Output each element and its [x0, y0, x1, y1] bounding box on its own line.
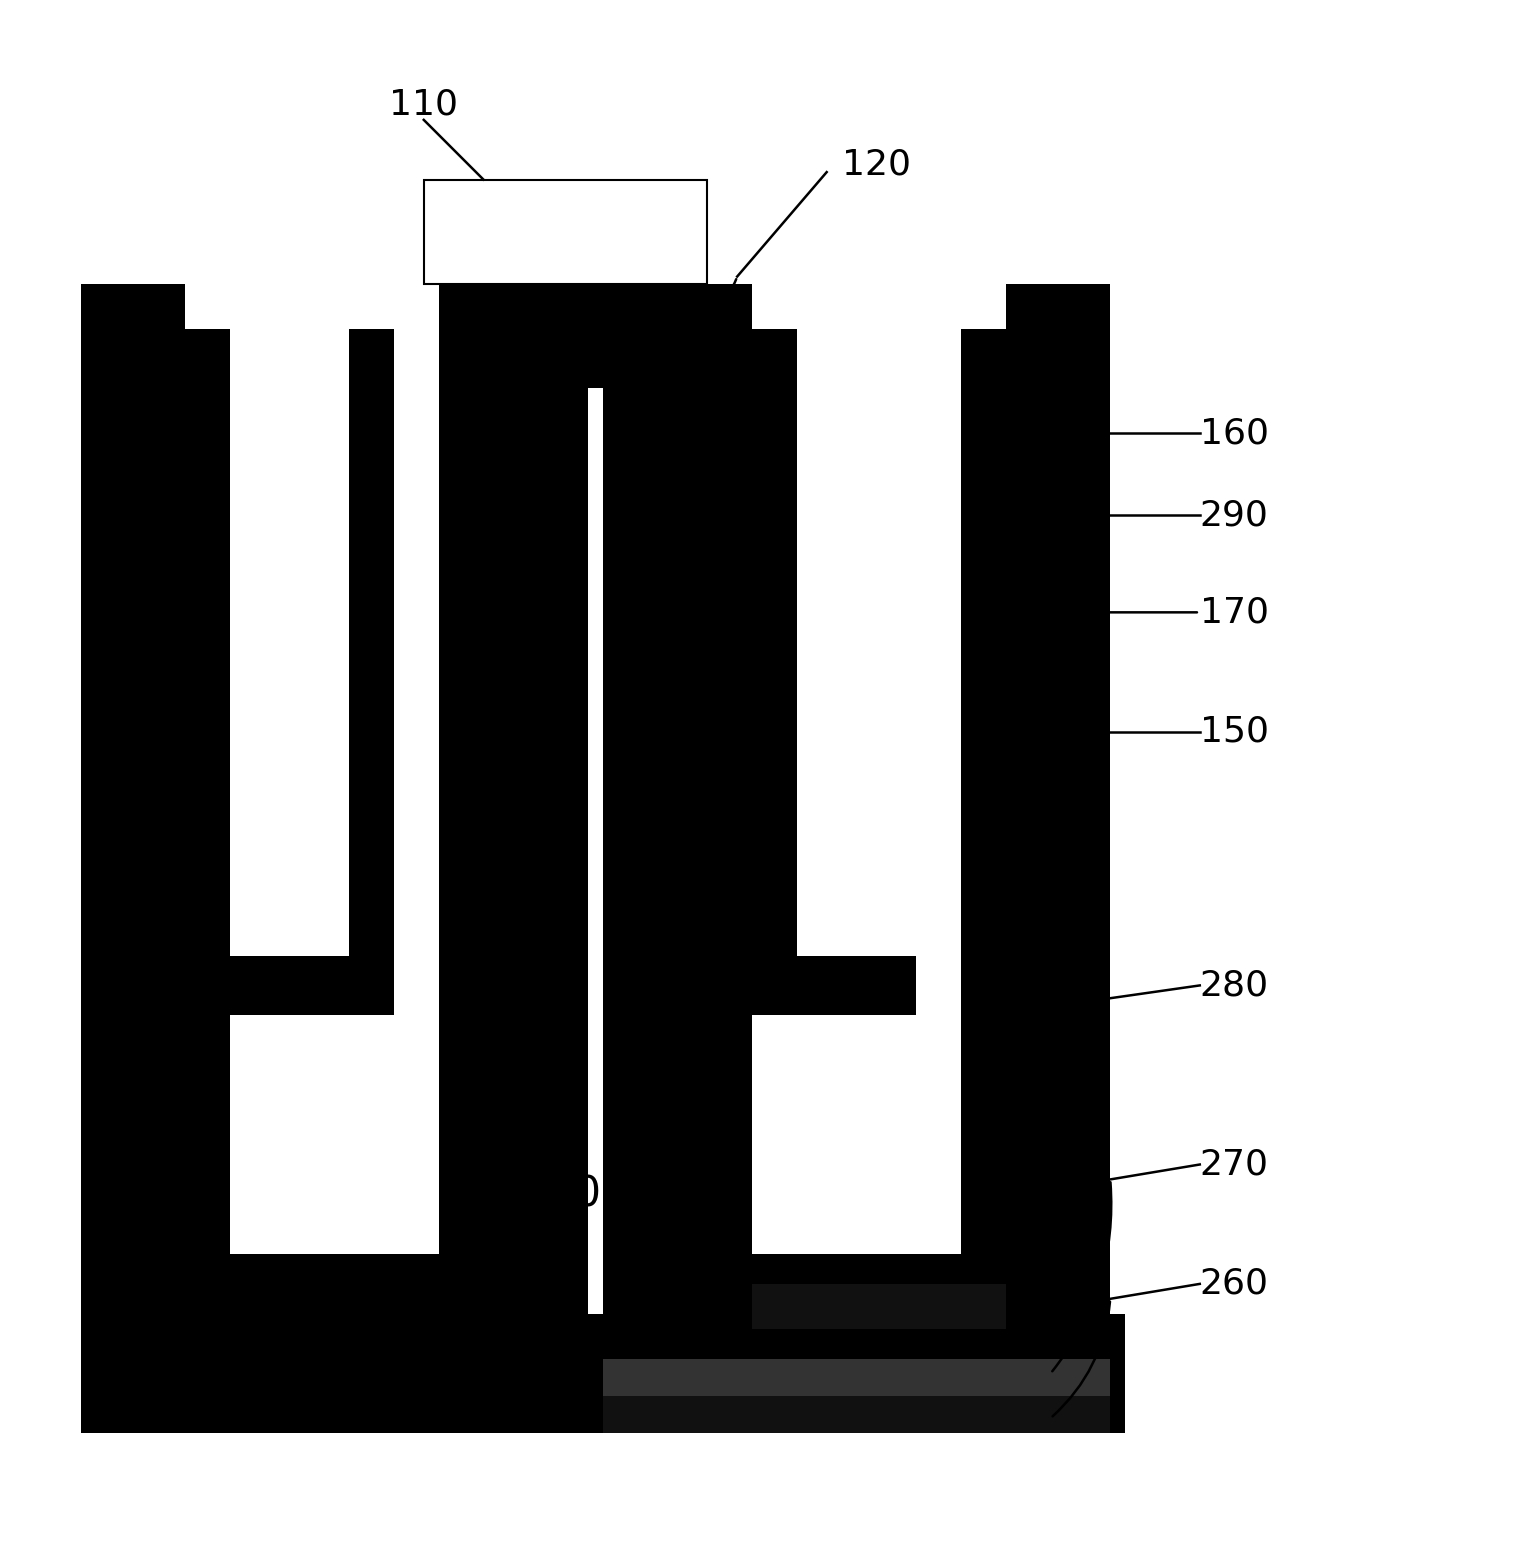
Text: 100: 100 [548, 1174, 627, 1216]
Text: 280: 280 [1200, 969, 1269, 1002]
Text: 260: 260 [1200, 1267, 1269, 1301]
Polygon shape [752, 329, 796, 955]
Text: 270: 270 [1200, 1148, 1269, 1182]
Polygon shape [603, 1314, 1124, 1433]
Polygon shape [394, 404, 439, 1224]
Polygon shape [960, 686, 1111, 806]
Polygon shape [603, 1359, 1111, 1396]
Polygon shape [350, 955, 394, 1016]
Polygon shape [350, 329, 394, 955]
Polygon shape [230, 404, 350, 955]
Text: 290: 290 [1200, 499, 1269, 533]
Polygon shape [603, 1396, 1111, 1433]
Bar [423, 180, 707, 284]
Polygon shape [960, 1298, 1111, 1433]
Polygon shape [752, 955, 796, 1016]
Polygon shape [752, 1253, 1006, 1329]
Polygon shape [423, 180, 707, 284]
Polygon shape [186, 1253, 439, 1329]
Text: 110: 110 [390, 89, 459, 123]
Text: 160: 160 [1200, 416, 1269, 450]
Polygon shape [960, 329, 1006, 1329]
Polygon shape [186, 359, 230, 1329]
Polygon shape [80, 686, 186, 806]
Polygon shape [186, 359, 439, 1329]
Polygon shape [752, 1284, 1006, 1329]
Polygon shape [752, 404, 796, 1224]
Polygon shape [186, 284, 439, 388]
Polygon shape [80, 284, 186, 1329]
Polygon shape [186, 329, 230, 1329]
Text: 120: 120 [842, 148, 911, 182]
Polygon shape [80, 1314, 603, 1433]
Polygon shape [603, 284, 752, 1329]
Polygon shape [796, 404, 960, 955]
Polygon shape [752, 359, 1006, 1329]
Text: 170: 170 [1200, 595, 1269, 629]
Text: 150: 150 [1200, 714, 1269, 749]
Polygon shape [960, 359, 1006, 1329]
Polygon shape [439, 284, 588, 1329]
Polygon shape [752, 941, 916, 1016]
Polygon shape [230, 941, 394, 1016]
Polygon shape [439, 284, 752, 388]
Polygon shape [80, 1298, 230, 1433]
Polygon shape [80, 686, 230, 806]
Polygon shape [752, 284, 1006, 388]
Polygon shape [1006, 284, 1111, 1329]
Polygon shape [80, 284, 1111, 388]
